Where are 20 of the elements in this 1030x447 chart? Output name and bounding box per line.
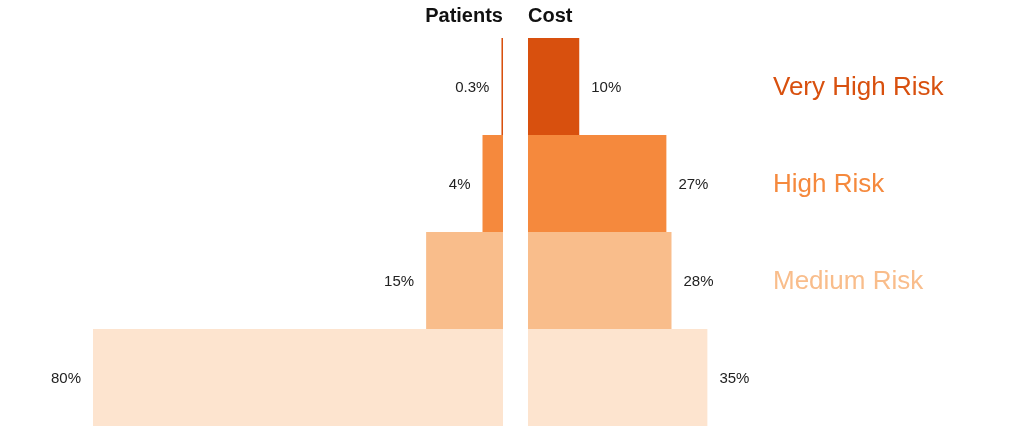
bar <box>528 329 708 426</box>
data-label: 0.3% <box>455 77 490 95</box>
chart-title: Cost <box>528 4 573 26</box>
bar <box>528 135 667 232</box>
y-tick-label: Very High Risk <box>773 70 945 101</box>
bar <box>426 232 503 329</box>
data-label: 28% <box>683 271 714 289</box>
bar <box>93 329 503 426</box>
y-tick-label: High Risk <box>773 167 886 198</box>
data-label: 10% <box>591 77 622 95</box>
bar <box>528 38 580 135</box>
data-label: 4% <box>448 174 471 192</box>
data-label: 35% <box>719 368 750 386</box>
chart-title: Patients <box>425 4 503 26</box>
data-label: 27% <box>678 174 709 192</box>
data-label: 15% <box>384 271 415 289</box>
bar <box>528 232 672 329</box>
bar <box>482 135 503 232</box>
data-label: 80% <box>50 368 81 386</box>
y-tick-label: Medium Risk <box>773 264 925 295</box>
